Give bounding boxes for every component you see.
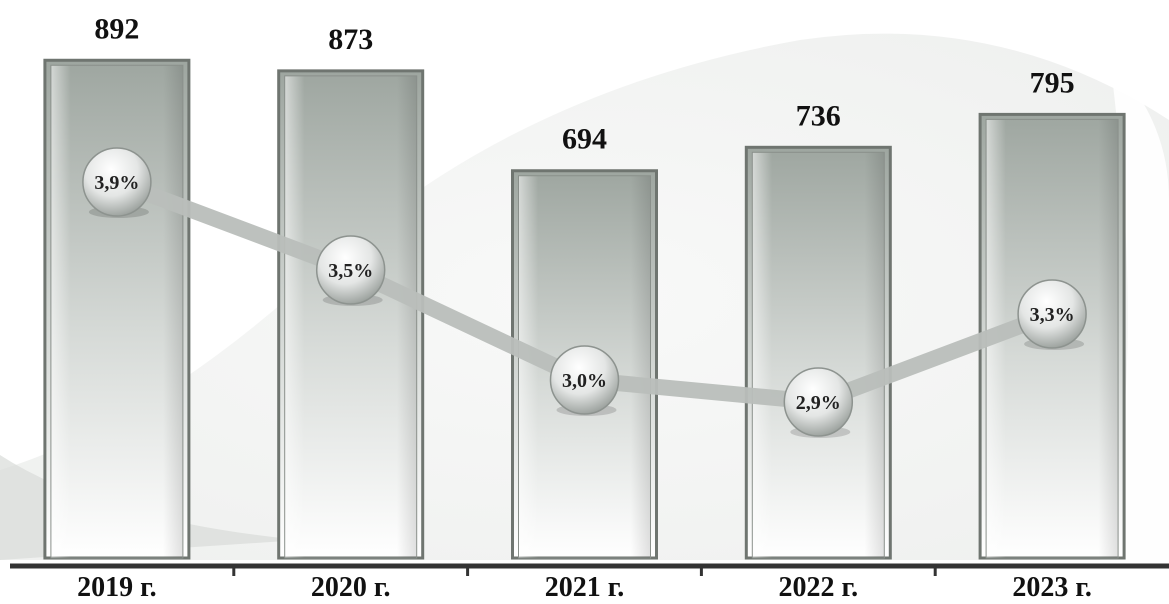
line-point-label-1: 3,5% — [328, 260, 373, 282]
bar-value-label-1: 873 — [328, 23, 373, 56]
line-point-1: 3,5% — [315, 235, 386, 306]
line-point-marker-2 — [549, 345, 620, 415]
bar-inner-1 — [284, 75, 418, 559]
line-point-marker-4 — [1017, 279, 1087, 349]
x-axis-ticks — [232, 566, 937, 576]
line-point-label-3: 2,9% — [796, 392, 841, 414]
category-label-4: 2023 г. — [1012, 572, 1092, 603]
category-label-3: 2022 г. — [779, 572, 859, 603]
bar-inner-0 — [50, 64, 184, 559]
line-point-marker-3 — [783, 367, 854, 437]
category-label-1: 2020 г. — [311, 572, 391, 603]
category-label-0: 2019 г. — [77, 572, 157, 603]
bar-value-label-0: 892 — [94, 12, 139, 45]
line-point-marker-0 — [82, 147, 152, 217]
line-point-label-4: 3,3% — [1030, 304, 1075, 326]
bar-value-label-4: 795 — [1030, 66, 1075, 99]
category-label-2: 2021 г. — [545, 572, 625, 603]
line-point-4: 3,3% — [1017, 279, 1087, 350]
bar-value-label-2: 694 — [562, 123, 607, 156]
x-axis-labels: 2019 г. 2020 г. 2021 г. 2022 г. 2023 г. — [77, 572, 1092, 603]
line-point-3: 2,9% — [783, 367, 854, 438]
bar-inner-3 — [751, 151, 885, 559]
bars-layer: 892 873 694 736 795 — [43, 12, 1126, 560]
line-point-label-0: 3,9% — [94, 172, 139, 194]
line-point-2: 3,0% — [549, 345, 620, 416]
line-point-0: 3,9% — [82, 147, 152, 218]
points-layer: 3,9% 3,5% 3,0% 2,9% 3,3% — [82, 147, 1087, 438]
line-point-marker-1 — [315, 235, 386, 305]
line-point-label-2: 3,0% — [562, 370, 607, 392]
bar-value-label-3: 736 — [796, 99, 841, 132]
